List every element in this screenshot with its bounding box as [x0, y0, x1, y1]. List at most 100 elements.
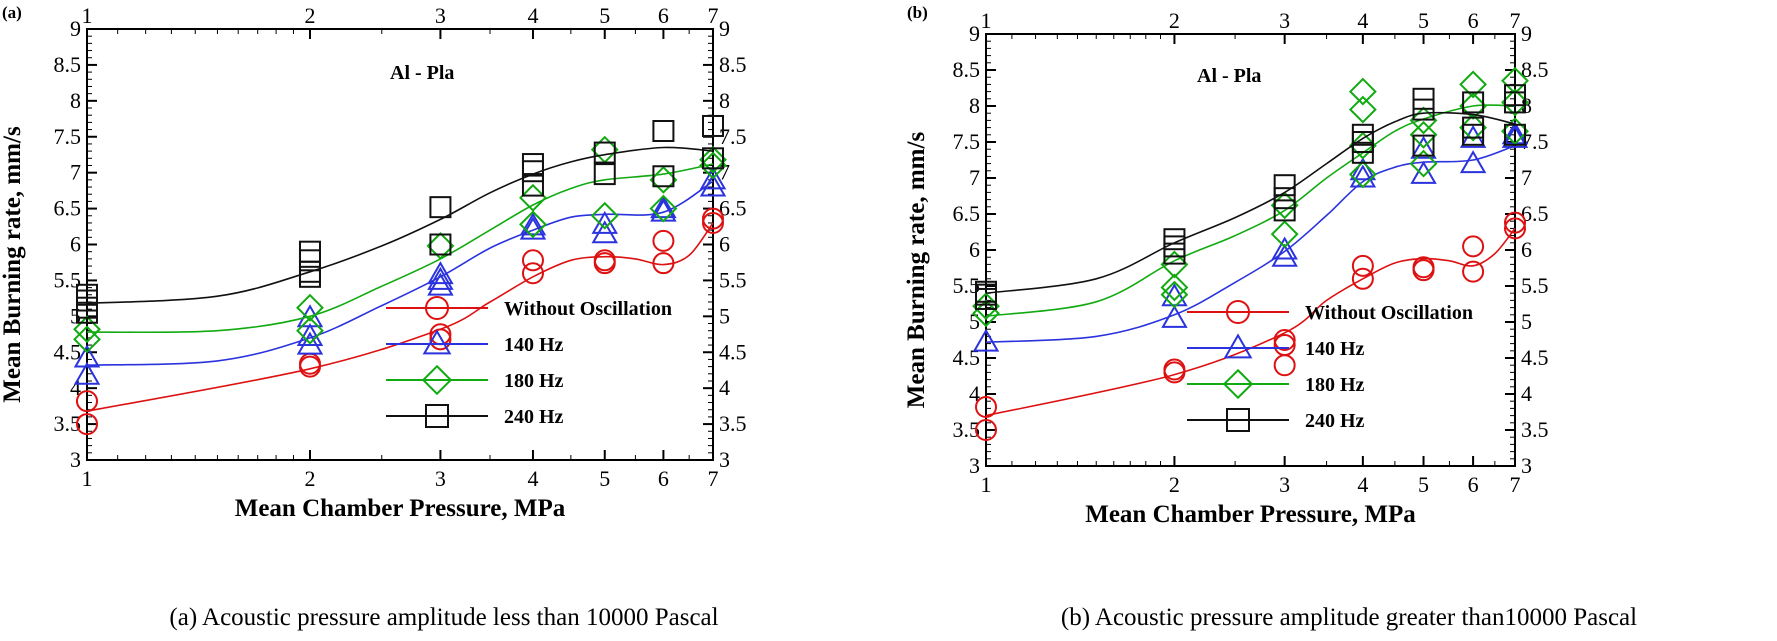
chart-a-series-0-point [593, 249, 616, 272]
chart-panel-a: 1 1 2 2 3 3 4 4 5 5 6 6 7 7 3 3 3.5 3.5 4 4 4.5 4.5 5 5 5.5 5.5 6 6… [0, 0, 888, 641]
chart-b-y-tick-label: 6 [969, 237, 980, 262]
chart-a-series-3-point [702, 147, 724, 170]
chart-a-series-3-line [86, 146, 714, 305]
chart-b-annotation: Al - Pla [1197, 65, 1261, 87]
chart-a-series-3-point [521, 153, 544, 176]
chart-b-minor-ticks [986, 34, 1515, 466]
chart-a-series-1-point [699, 166, 727, 190]
chart-b-series-2-line [985, 104, 1516, 317]
chart-a-series-2-point [519, 210, 547, 239]
chart-a-series-1-point [427, 266, 454, 290]
chart-a-x-axis-title: Mean Chamber Pressure, MPa [235, 495, 566, 522]
chart-a-series-3-point [76, 283, 98, 306]
chart-b-y-tick-label: 8.5 [953, 57, 981, 82]
chart-a-series-0-point [521, 249, 544, 272]
chart-a-y-tick-label: 7 [70, 160, 81, 185]
chart-a-series-1-point [699, 173, 727, 197]
chart-a-series-1-point [296, 322, 324, 346]
chart-b-series-3-point [1412, 134, 1435, 157]
chart-b-x-tick-label: 7 [1510, 472, 1521, 497]
chart-a-series-0-point [429, 328, 452, 351]
chart-a-x-tick-label-top: 6 [658, 3, 669, 28]
chart-a-y-axis-title: Mean Burning rate, mm/s [0, 126, 26, 403]
chart-a-series-3-point [652, 120, 675, 143]
chart-b-series-2-point [1501, 88, 1529, 117]
chart-a-series-3-point [652, 165, 675, 188]
chart-b-series-0-point [1163, 358, 1186, 381]
chart-b-series-1-point [1161, 304, 1188, 328]
chart-b-x-tick-label-top: 6 [1468, 8, 1479, 33]
chart-b-y-tick-label: 3 [969, 453, 980, 478]
chart-a-series-1-point [519, 212, 547, 236]
chart-a-legend-label: 240 Hz [504, 406, 564, 428]
chart-b-series-3-point [1273, 174, 1296, 197]
chart-b-x-tick-label: 1 [981, 472, 992, 497]
chart-b-series-0-point [1351, 254, 1374, 277]
chart-a-plot-frame [86, 28, 714, 461]
chart-a-series-0-point [76, 413, 98, 436]
chart-a-x-tick-label: 6 [658, 466, 669, 491]
chart-a-y-tick-label: 6.5 [54, 196, 82, 221]
chart-b-y-tick-label-right: 4 [1521, 381, 1532, 406]
chart-b-y-tick-label-right: 6 [1521, 237, 1532, 262]
chart-a-y-tick-label: 9 [70, 16, 81, 41]
chart-b-y-axis-title: Mean Burning rate, mm/s [905, 132, 930, 409]
chart-b-y-tick-label: 7.5 [953, 129, 981, 154]
chart-a-x-tick-label-top: 1 [82, 3, 93, 28]
chart-b-series-2-point [1348, 95, 1377, 124]
chart-b-series-2-point [1409, 106, 1438, 135]
chart-a-y-tick-label-right: 7 [719, 160, 730, 185]
chart-b-series-1-point [1410, 135, 1437, 159]
chart-b-series-0-point [975, 419, 997, 441]
chart-a-series-2-point [590, 201, 619, 230]
chart-b-legend-marker [1226, 300, 1250, 324]
chart-a-caption: (a) Acoustic pressure amplitude less tha… [169, 604, 719, 631]
chart-b-series-0-point [1273, 329, 1296, 351]
chart-a-x-tick-label-top: 2 [304, 3, 315, 28]
chart-b-y-tick-label-right: 3 [1521, 453, 1532, 478]
chart-a-y-tick-label-right: 5 [719, 303, 730, 328]
chart-b-legend-marker [1222, 368, 1254, 400]
chart-panel-b: 1 1 2 2 3 3 4 4 5 5 6 6 7 7 3 3 3.5 3.5 4 4 4.5 4.5 5 5 5.5 5.5 6 6… [905, 0, 1777, 641]
chart-b-legend-label: 140 Hz [1305, 338, 1365, 360]
chart-a-y-tick-label-right: 5.5 [719, 267, 747, 292]
chart-b-series-0-point [1273, 334, 1296, 357]
chart-a-x-tick-label: 1 [82, 466, 93, 491]
chart-a-series-1-point [427, 272, 454, 296]
chart-b-series-1-point [1349, 157, 1377, 181]
chart-a-series-3-point [593, 141, 616, 164]
chart-b-legend-label: 180 Hz [1305, 374, 1365, 396]
chart-b-series-2 [972, 66, 1529, 328]
chart-b-series-0-point [1462, 260, 1485, 283]
chart-a-series-1 [73, 166, 727, 385]
chart-b-x-tick-label-top: 1 [981, 8, 992, 33]
chart-b-series-3-point [1462, 91, 1485, 114]
chart-a-series-1-point [296, 304, 324, 328]
chart-a-series-2-point [649, 194, 678, 223]
chart-b-plot-frame [985, 33, 1516, 467]
chart-a-series-2-point [73, 315, 101, 344]
chart-a-y-tick-label: 4.5 [54, 339, 82, 364]
chart-a-y-tick-label: 8 [70, 88, 81, 113]
chart-a-y-tick-label: 7.5 [54, 124, 82, 149]
chart-b-series-2-point [1409, 149, 1438, 178]
chart-a-y-tick-label-right: 3.5 [719, 411, 747, 436]
chart-b-legend-label: Without Oscillation [1305, 302, 1473, 324]
chart-b-series-1-point [1161, 283, 1188, 307]
chart-a-series-3-point [429, 196, 452, 219]
chart-a-x-tick-label-top: 7 [708, 3, 719, 28]
chart-a-series-2 [73, 135, 727, 354]
chart-a-series-3-point [298, 240, 321, 263]
chart-a-x-tick-label: 3 [435, 466, 446, 491]
chart-b-y-tick-label: 5 [969, 309, 980, 334]
chart-a-series-1-point [73, 361, 101, 385]
chart-b-series-2-point [1348, 131, 1377, 160]
chart-b-x-tick-label: 5 [1418, 472, 1429, 497]
chart-b-y-tick-label-right: 4.5 [1521, 345, 1549, 370]
chart-a-series-2-point [73, 325, 101, 354]
chart-a-x-tick-label: 2 [304, 466, 315, 491]
chart-b-y-tick-label: 9 [969, 21, 980, 46]
chart-a-x-tick-label-top: 5 [599, 3, 610, 28]
chart-b-series-3-point [975, 280, 997, 303]
chart-a-series-0-point [521, 262, 544, 285]
